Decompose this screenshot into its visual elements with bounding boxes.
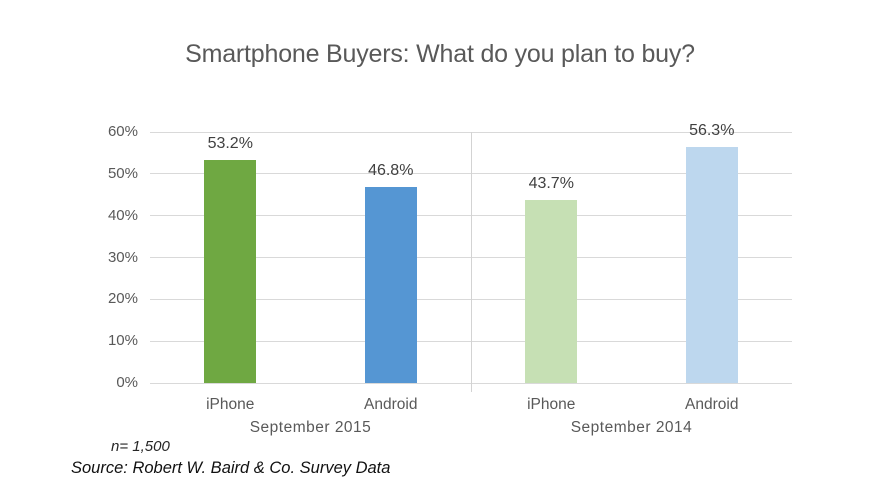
bar-category-label: iPhone bbox=[527, 396, 576, 413]
category-separator-line bbox=[470, 132, 472, 392]
bar-category-label: iPhone bbox=[206, 396, 255, 413]
y-axis-tick-label: 50% bbox=[107, 164, 138, 182]
source-note: Source: Robert W. Baird & Co. Survey Dat… bbox=[71, 459, 391, 477]
chart-title: Smartphone Buyers: What do you plan to b… bbox=[185, 40, 695, 68]
group-label: September 2014 bbox=[570, 419, 693, 436]
y-axis-tick-label: 10% bbox=[107, 332, 138, 350]
y-axis-tick-label: 60% bbox=[107, 123, 138, 140]
bar-value-label: 43.7% bbox=[528, 175, 574, 193]
bar-iphone-september-2015 bbox=[204, 160, 257, 383]
bar-android-september-2014 bbox=[685, 147, 738, 383]
bar-iphone-september-2014 bbox=[525, 200, 578, 383]
y-axis-tick-label: 0% bbox=[116, 374, 138, 391]
group-label: September 2015 bbox=[249, 419, 372, 436]
sample-size-note: n= 1,500 bbox=[111, 438, 170, 455]
bar-value-label: 56.3% bbox=[689, 122, 735, 140]
bar-category-label: Android bbox=[364, 396, 418, 413]
bar-android-september-2015 bbox=[364, 187, 417, 383]
bar-category-label: Android bbox=[685, 396, 739, 413]
y-axis-tick-label: 40% bbox=[107, 206, 138, 224]
bar-value-label: 53.2% bbox=[207, 135, 253, 153]
y-axis-tick-label: 30% bbox=[107, 248, 138, 266]
y-axis-tick-label: 20% bbox=[107, 290, 138, 308]
bar-value-label: 46.8% bbox=[368, 162, 414, 180]
